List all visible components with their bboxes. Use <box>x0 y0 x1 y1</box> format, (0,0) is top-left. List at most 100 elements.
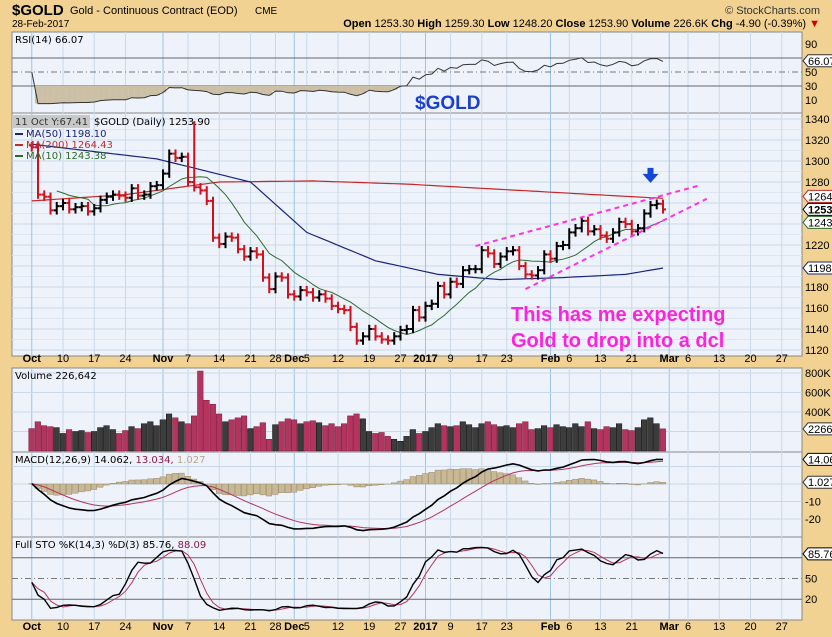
volume-bar <box>559 426 566 452</box>
price-axis-label: 1120 <box>805 345 829 357</box>
ma50-tag-value: 1198.10 <box>808 263 832 275</box>
macd-histogram-bar <box>116 481 123 485</box>
volume-bar <box>116 433 123 452</box>
macd-axis-label: -10 <box>805 497 821 509</box>
symbol-watermark: $GOLD <box>415 93 480 114</box>
x-axis-label: 19 <box>363 621 375 633</box>
volume-bar <box>641 419 648 452</box>
macd-histogram-bar <box>491 471 498 485</box>
volume-bar <box>391 439 398 452</box>
volume-bar <box>303 421 310 452</box>
volume-bar <box>284 418 291 452</box>
annotation-line-2: Gold to drop into a dcl <box>511 330 724 352</box>
volume-bar <box>122 430 129 452</box>
x-axis-label: 13 <box>594 353 606 365</box>
volume-bar <box>184 423 191 452</box>
volume-bar <box>484 421 491 452</box>
x-axis-label: 21 <box>244 621 256 633</box>
macd-histogram-bar <box>134 479 141 485</box>
volume-bar <box>366 431 373 452</box>
macd-histogram-bar <box>109 483 116 485</box>
volume-tag-value: 226642 <box>808 424 832 436</box>
open-label: Open <box>343 18 371 30</box>
macd-histogram-bar <box>316 483 323 487</box>
macd-histogram-bar <box>147 478 154 485</box>
brand[interactable]: © StockCharts.com <box>725 5 820 17</box>
macd-histogram-bar <box>566 480 573 485</box>
x-axis-label: 5 <box>304 353 310 365</box>
macd-histogram-bar <box>78 483 85 493</box>
volume-bar <box>103 425 110 452</box>
macd-line <box>31 458 664 532</box>
x-axis-label: 23 <box>501 353 513 365</box>
x-axis-label: 14 <box>213 621 225 633</box>
macd-hist-tag-value: 1.027 <box>808 477 832 489</box>
price-plot <box>28 121 708 345</box>
rsi-axis-label: 10 <box>805 95 817 107</box>
price-axis-label: 1180 <box>805 282 829 294</box>
macd-histogram-bar <box>53 483 60 496</box>
volume-bar <box>447 426 454 452</box>
rsi-axis-label: 90 <box>805 39 817 51</box>
price-axis-label: 1300 <box>805 156 829 168</box>
macd-histogram-bar <box>403 479 410 485</box>
macd-histogram-bar <box>659 482 666 485</box>
sto-legend-main: Full STO %K(14,3) %D(3) 85.76, <box>15 540 174 551</box>
volume-bar <box>241 415 248 452</box>
volume-plot <box>28 370 666 452</box>
macd-histogram-bar <box>166 473 173 485</box>
volume-bar <box>222 421 229 452</box>
macd-histogram-bar <box>416 475 423 485</box>
price-axis-label: 1280 <box>805 177 829 189</box>
axes: Oct 10 17 24 Nov 7 14 21 28 Dec 5 12 19 27 2017 9 17 23 Fe… <box>23 39 832 633</box>
macd-histogram-bar <box>378 483 385 485</box>
volume-value: 226.6K <box>673 18 709 30</box>
volume-tag <box>802 422 832 436</box>
volume-bar <box>59 433 66 452</box>
volume-bar <box>591 428 598 452</box>
ma50-line <box>31 143 664 281</box>
volume-bar <box>622 429 629 452</box>
close-tag <box>802 202 832 216</box>
price-axis-label: 1140 <box>805 324 829 336</box>
macd-plot <box>28 458 666 532</box>
macd-histogram-bar <box>334 483 341 485</box>
macd-histogram-bar <box>222 483 229 495</box>
rsi-tag <box>802 54 832 68</box>
macd-histogram-bar <box>72 483 79 494</box>
volume-bar <box>441 425 448 452</box>
lower-channel-trendline <box>525 197 708 290</box>
volume-bar <box>528 429 535 452</box>
volume-bar <box>541 425 548 452</box>
macd-histogram-bar <box>509 474 516 485</box>
volume-bar <box>147 421 154 452</box>
volume-bar <box>372 433 379 452</box>
x-axis-label: Oct <box>23 621 42 633</box>
volume-bar <box>297 423 304 452</box>
macd-histogram-bar <box>503 473 510 485</box>
macd-histogram-bar <box>453 469 460 485</box>
x-axis-label: 24 <box>119 621 131 633</box>
x-axis-label: 28 <box>269 621 281 633</box>
macd-histogram-bar <box>622 483 629 485</box>
volume-bar <box>216 413 223 452</box>
volume-bar <box>453 425 460 452</box>
volume-bar <box>153 425 160 452</box>
macd-histogram-bar <box>228 483 235 496</box>
volume-bar <box>647 417 654 452</box>
high-label: High <box>417 18 442 30</box>
volume-bar <box>572 423 579 452</box>
x-axis-label: 10 <box>57 621 69 633</box>
volume-bar <box>272 424 279 452</box>
x-axis-label: 6 <box>685 621 691 633</box>
volume-bar <box>384 436 391 452</box>
volume-bar <box>503 425 510 452</box>
volume-bar <box>522 421 529 452</box>
volume-bar <box>28 428 35 452</box>
volume-bar <box>178 421 185 452</box>
volume-bar <box>609 427 616 452</box>
upper-channel-trendline <box>475 184 701 248</box>
x-axis-label: 13 <box>713 621 725 633</box>
x-axis-label: Mar <box>659 621 679 633</box>
volume-bar <box>472 427 479 452</box>
